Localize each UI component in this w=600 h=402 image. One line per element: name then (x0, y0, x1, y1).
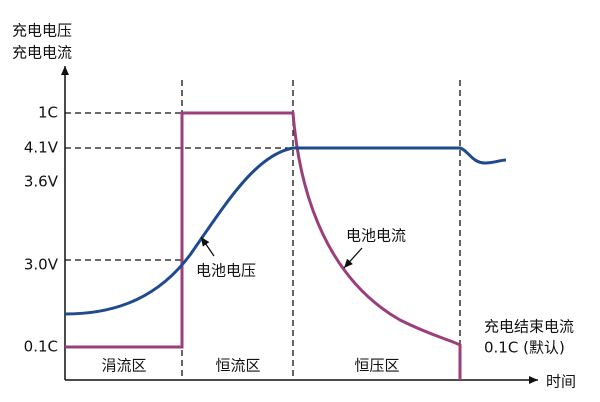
end-note: 0.1C (默认) (484, 339, 565, 357)
label-arrow (343, 247, 363, 269)
y-label: 0.1C (24, 338, 58, 356)
region-label: 恒流区 (215, 357, 260, 375)
y-label: 1C (38, 104, 58, 122)
label-arrow (200, 236, 215, 257)
x-title: 时间 (546, 373, 576, 391)
region-label: 恒压区 (354, 357, 399, 375)
y-title: 充电电流 (12, 44, 72, 62)
voltage-curve (64, 146, 507, 316)
curve-label: 电池电流 (346, 227, 406, 245)
y-label: 3.6V (24, 173, 59, 191)
end-note: 充电结束电流 (484, 318, 574, 336)
region-label: 涓流区 (101, 357, 146, 375)
curve-label: 电池电压 (196, 262, 256, 280)
y-title: 充电电压 (12, 22, 72, 40)
y-label: 3.0V (24, 256, 59, 274)
current-curve (65, 111, 462, 380)
y-label: 4.1V (24, 139, 59, 157)
